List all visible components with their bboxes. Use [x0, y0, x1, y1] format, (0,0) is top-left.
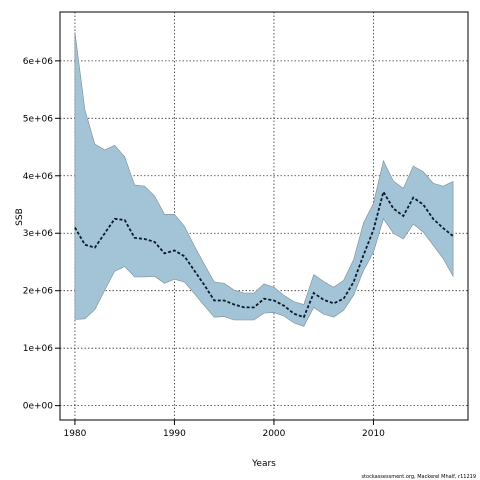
- y-tick-label: 6e+06: [23, 57, 54, 67]
- y-tick-label: 1e+06: [23, 344, 54, 354]
- y-tick-label: 3e+06: [23, 229, 54, 239]
- y-tick-label: 0e+00: [23, 402, 54, 412]
- x-tick-label: 1980: [63, 429, 86, 439]
- plot-frame: [59, 11, 469, 421]
- confidence-band: [74, 32, 454, 327]
- y-tick-label: 5e+06: [23, 114, 54, 124]
- x-axis-title: Years: [251, 459, 276, 469]
- y-tick-label: 2e+06: [23, 287, 54, 297]
- source-footnote: stockassessment.org, Mackerel Mhalf, r11…: [361, 474, 476, 480]
- x-tick-label: 2000: [262, 429, 285, 439]
- y-axis-title: SSB: [15, 208, 25, 226]
- gridlines: [60, 12, 468, 420]
- x-tick-label: 2010: [362, 429, 385, 439]
- y-axis: 0e+00 1e+06 2e+06 3e+06 4e+06 5e+06 6e+06: [23, 57, 60, 412]
- x-tick-label: 1990: [163, 429, 186, 439]
- y-tick-label: 4e+06: [23, 172, 54, 182]
- x-axis: 1980 1990 2000 2010: [63, 420, 385, 439]
- estimate-line-layer: [74, 189, 454, 319]
- ssb-estimate-line: [74, 189, 454, 319]
- confidence-band-layer: [74, 32, 454, 327]
